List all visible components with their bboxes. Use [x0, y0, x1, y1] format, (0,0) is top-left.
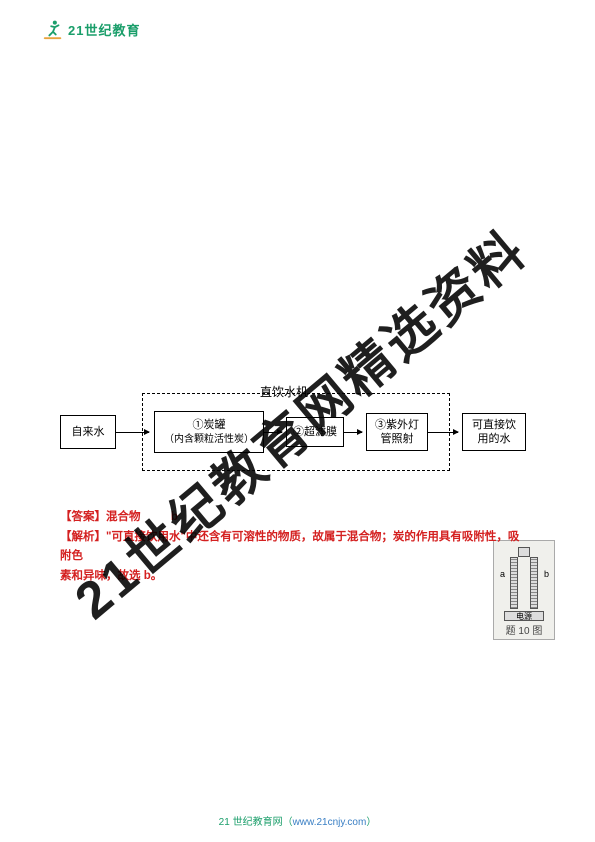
tube-b [530, 557, 538, 609]
box2-line1: ①炭罐 [193, 418, 226, 432]
answer-choice: b [171, 511, 178, 523]
brand-logo: 21世纪教育 [42, 18, 140, 40]
answer-label: 【答案】混合物 [60, 511, 141, 523]
flow-box-uv: ③紫外灯 管照射 [366, 413, 428, 451]
footer-suffix: ） [366, 817, 376, 828]
runner-icon [42, 18, 64, 40]
flowchart: 直饮水机 自来水 ①炭罐 （内含颗粒活性炭） ②超滤膜 ③紫外灯 管照射 可直接… [60, 385, 540, 480]
box4-line1: ③紫外灯 [375, 418, 419, 432]
answer-section: 【答案】混合物 b 【解析】"可直接饮用水"中还含有可溶性的物质，故属于混合物；… [60, 508, 530, 586]
box2-line2: （内含颗粒活性炭） [164, 433, 254, 446]
box1-text: 自来水 [72, 425, 105, 439]
arrow-3 [344, 432, 362, 433]
tube-label-b: b [544, 569, 549, 579]
answer-line-2: 【解析】"可直接饮用水"中还含有可溶性的物质，故属于混合物；炭的作用具有吸附性，… [60, 528, 530, 567]
arrow-1 [116, 432, 149, 433]
arrow-2 [264, 432, 282, 433]
tube-base: 电源 [504, 611, 544, 621]
box5-line2: 用的水 [478, 432, 511, 446]
flow-box-carbon: ①炭罐 （内含颗粒活性炭） [154, 411, 264, 453]
flow-box-filter: ②超滤膜 [286, 417, 344, 447]
base-label: 电源 [505, 612, 543, 622]
page-footer: 21 世纪教育网（www.21cnjy.com） [0, 813, 595, 828]
footer-url: www.21cnjy.com [293, 817, 367, 828]
answer-line-1: 【答案】混合物 b [60, 508, 530, 528]
box4-line2: 管照射 [381, 432, 414, 446]
footer-text: 21 世纪教育网（ [219, 817, 293, 828]
flow-box-input: 自来水 [60, 415, 116, 449]
logo-text: 21世纪教育 [68, 20, 140, 39]
box5-line1: 可直接饮 [472, 418, 516, 432]
box3-text: ②超滤膜 [293, 425, 337, 439]
figure-caption: 题 10 图 [494, 622, 554, 637]
flow-box-output: 可直接饮 用的水 [462, 413, 526, 451]
answer-line-3: 素和异味，故选 b。 [60, 567, 530, 587]
arrow-4 [428, 432, 458, 433]
